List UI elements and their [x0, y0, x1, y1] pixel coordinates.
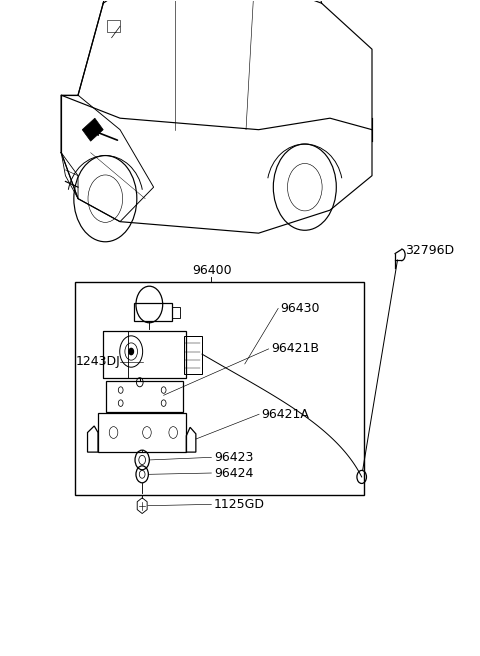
Text: 32796D: 32796D [405, 245, 454, 257]
Bar [103, 331, 128, 378]
Text: 1125GD: 1125GD [214, 498, 265, 511]
Text: 1243DJ: 1243DJ [75, 356, 120, 369]
Bar [103, 331, 186, 378]
Text: 96423: 96423 [214, 451, 253, 464]
Polygon shape [82, 118, 103, 141]
Bar [133, 303, 172, 321]
Bar [107, 381, 183, 412]
Bar [98, 413, 186, 452]
Bar [184, 336, 202, 374]
Circle shape [129, 348, 133, 355]
Bar [108, 20, 120, 32]
Text: 96424: 96424 [214, 466, 253, 480]
Text: 96421A: 96421A [262, 408, 309, 420]
Text: 96400: 96400 [192, 264, 232, 277]
Bar [172, 307, 180, 318]
Text: 96421B: 96421B [271, 342, 319, 356]
Text: 96430: 96430 [281, 302, 320, 315]
Bar [75, 282, 364, 495]
